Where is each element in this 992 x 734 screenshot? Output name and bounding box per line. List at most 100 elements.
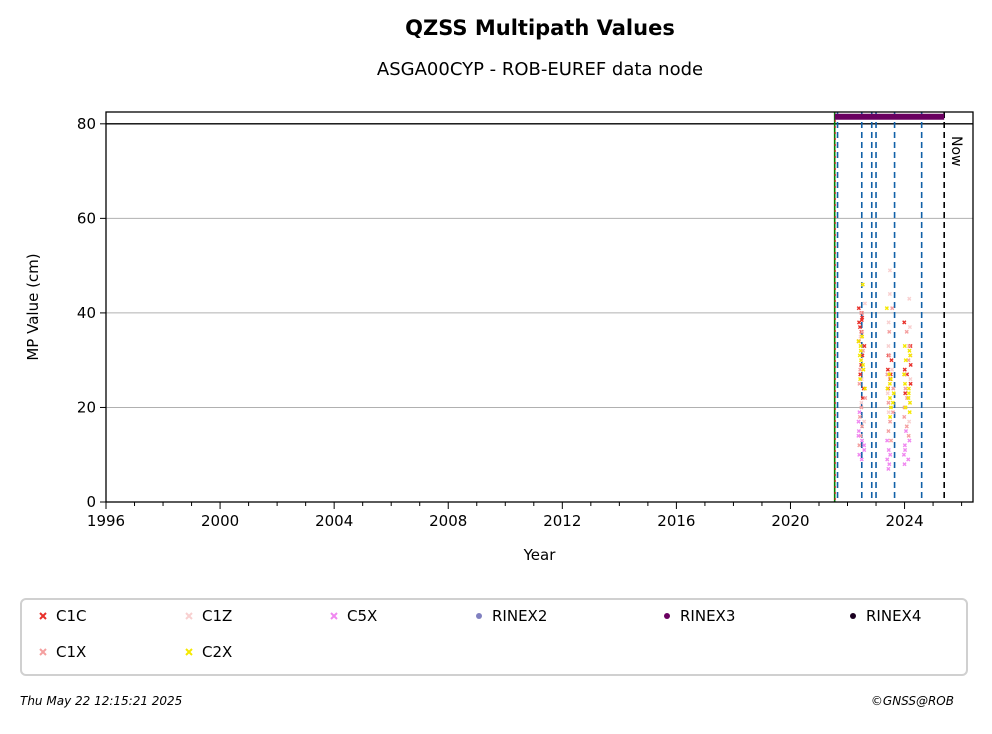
x-axis-label: Year	[523, 546, 557, 564]
point-c2x	[884, 306, 889, 311]
point-c1c	[859, 317, 864, 323]
legend-marker	[848, 611, 860, 621]
point-c2x	[857, 353, 862, 358]
point-c1x	[860, 424, 865, 429]
y-axis-label: MP Value (cm)	[24, 253, 42, 360]
point-c2x	[858, 376, 863, 382]
point-c1x	[887, 329, 892, 334]
legend-label: C1Z	[202, 607, 233, 625]
point-c1x	[857, 381, 862, 386]
point-c5x	[907, 438, 912, 443]
point-c1x	[890, 306, 895, 311]
point-c2x	[860, 334, 865, 339]
legend-item-c1x: C1X	[38, 643, 86, 661]
legend-label: C5X	[347, 607, 378, 625]
point-c1c	[908, 381, 913, 386]
point-c1x	[857, 443, 862, 448]
point-c2x	[906, 386, 911, 391]
point-c1z	[887, 268, 893, 273]
point-c1x	[886, 428, 891, 434]
point-c1c	[908, 362, 913, 368]
y-tick-label: 40	[77, 304, 96, 322]
y-tick-label: 80	[77, 115, 96, 133]
point-c5x	[902, 443, 907, 448]
point-c5x	[859, 457, 864, 462]
y-tick-label: 60	[77, 209, 96, 227]
legend-item-c2x: C2X	[184, 643, 232, 661]
point-c2x	[907, 410, 912, 415]
point-c1x	[859, 405, 864, 410]
point-c5x	[888, 452, 893, 457]
legend-label: RINEX3	[680, 607, 736, 625]
now-label: Now	[948, 136, 964, 167]
legend-item-rinex4: RINEX4	[848, 607, 921, 625]
point-c1z	[886, 343, 891, 349]
point-c5x	[901, 452, 907, 457]
point-c2x	[862, 386, 868, 391]
legend-label: C2X	[202, 643, 233, 661]
x-tick-label: 2016	[657, 512, 695, 530]
point-c2x	[903, 405, 908, 410]
legend-label: C1C	[56, 607, 87, 625]
x-tick-label: 2024	[885, 512, 923, 530]
point-c2x	[887, 372, 892, 377]
point-c1c	[889, 358, 894, 363]
point-c2x	[887, 414, 893, 420]
point-c2x	[890, 400, 895, 405]
legend-item-rinex3: RINEX3	[662, 607, 735, 625]
point-c2x	[858, 358, 864, 363]
copyright-notice: ©GNSS@ROB	[870, 694, 954, 708]
point-c1x	[891, 386, 896, 391]
point-c2x	[906, 391, 911, 396]
legend-item-c1z: C1Z	[184, 607, 232, 625]
legend-item-c5x: C5X	[329, 607, 377, 625]
point-c1x	[887, 419, 893, 424]
point-c1z	[889, 367, 895, 372]
point-c1x	[904, 424, 909, 429]
legend-marker	[38, 647, 50, 657]
point-c2x	[907, 348, 912, 353]
point-c1x	[907, 343, 912, 349]
point-c2x	[888, 376, 893, 382]
point-c2x	[906, 395, 911, 401]
point-c1z	[908, 376, 913, 382]
legend-marker	[329, 611, 341, 621]
x-tick-label: 2012	[543, 512, 581, 530]
point-c2x	[885, 386, 890, 391]
y-tick-label: 20	[77, 398, 96, 416]
point-c1x	[859, 310, 864, 316]
multipath-scatter-chart: Now 1996 2000 2004 2008 2012 2016 2020 2024 0 20 40…	[24, 111, 974, 564]
point-c5x	[859, 438, 865, 443]
point-c1z	[885, 391, 890, 396]
legend-item-rinex2: RINEX2	[474, 607, 547, 625]
point-c2x	[908, 353, 913, 358]
point-c2x	[858, 343, 863, 349]
x-tick-label: 2000	[201, 512, 239, 530]
point-c1x	[863, 395, 868, 401]
point-c1c	[862, 343, 867, 349]
point-c1z	[887, 291, 892, 297]
legend-marker	[662, 611, 674, 621]
legend-marker	[38, 611, 50, 621]
plot-timestamp: Thu May 22 12:15:21 2025	[20, 694, 183, 708]
point-c1c	[858, 372, 863, 377]
point-c5x	[887, 462, 892, 467]
plot-frame	[105, 111, 974, 503]
point-c1x	[886, 400, 891, 405]
point-c5x	[886, 466, 891, 472]
point-c2x	[902, 381, 908, 386]
point-c2x	[856, 339, 861, 344]
point-c1x	[860, 329, 865, 334]
legend-marker	[184, 611, 196, 621]
point-c2x	[887, 395, 893, 401]
legend-label: RINEX4	[866, 607, 922, 625]
point-c1z	[907, 419, 912, 424]
point-c5x	[886, 447, 891, 453]
point-c5x	[857, 452, 862, 457]
point-c5x	[902, 447, 908, 453]
x-tick-label: 2020	[771, 512, 809, 530]
point-c2x	[861, 367, 866, 372]
point-c1c	[902, 367, 907, 372]
point-c1x	[888, 438, 894, 443]
point-c1x	[887, 353, 892, 358]
